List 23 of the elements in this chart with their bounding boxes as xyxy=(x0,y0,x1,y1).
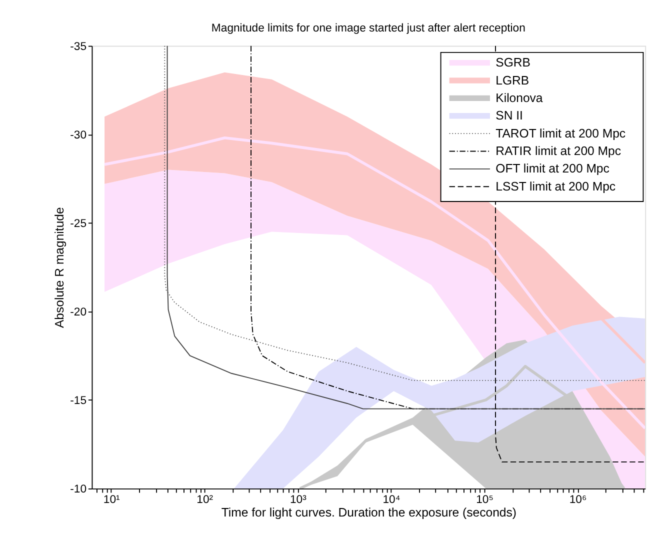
legend-label: Kilonova xyxy=(496,90,543,105)
x-axis-title: Time for light curves. Duration the exposure (seconds) xyxy=(221,505,516,520)
x-tick-label: 10² xyxy=(196,494,214,506)
x-tick-label: 10¹ xyxy=(103,494,120,506)
y-tick-label: -10 xyxy=(70,484,87,496)
legend-label: RATIR limit at 200 Mpc xyxy=(496,144,621,158)
y-tick-label: -15 xyxy=(70,395,87,408)
x-tick-label: 10⁶ xyxy=(569,494,587,506)
legend-label: OFT limit at 200 Mpc xyxy=(496,162,610,176)
y-tick-label: -35 xyxy=(70,41,87,54)
legend-label: LGRB xyxy=(496,73,530,88)
chart-title: Magnitude limits for one image started just after alert reception xyxy=(211,22,526,35)
y-tick-label: -30 xyxy=(70,130,87,142)
x-tick-label: 10³ xyxy=(290,494,307,506)
legend-label: LSST limit at 200 Mpc xyxy=(496,179,616,194)
x-tick-label: 10⁵ xyxy=(476,494,494,506)
y-axis-title: Absolute R magnitude xyxy=(52,207,67,328)
legend-label: TAROT limit at 200 Mpc xyxy=(496,126,626,140)
legend-label: SGRB xyxy=(496,56,530,70)
y-tick-label: -25 xyxy=(70,218,87,230)
legend-label: SN II xyxy=(496,108,523,123)
y-tick-label: -20 xyxy=(70,306,87,319)
x-tick-label: 10⁴ xyxy=(382,494,400,506)
